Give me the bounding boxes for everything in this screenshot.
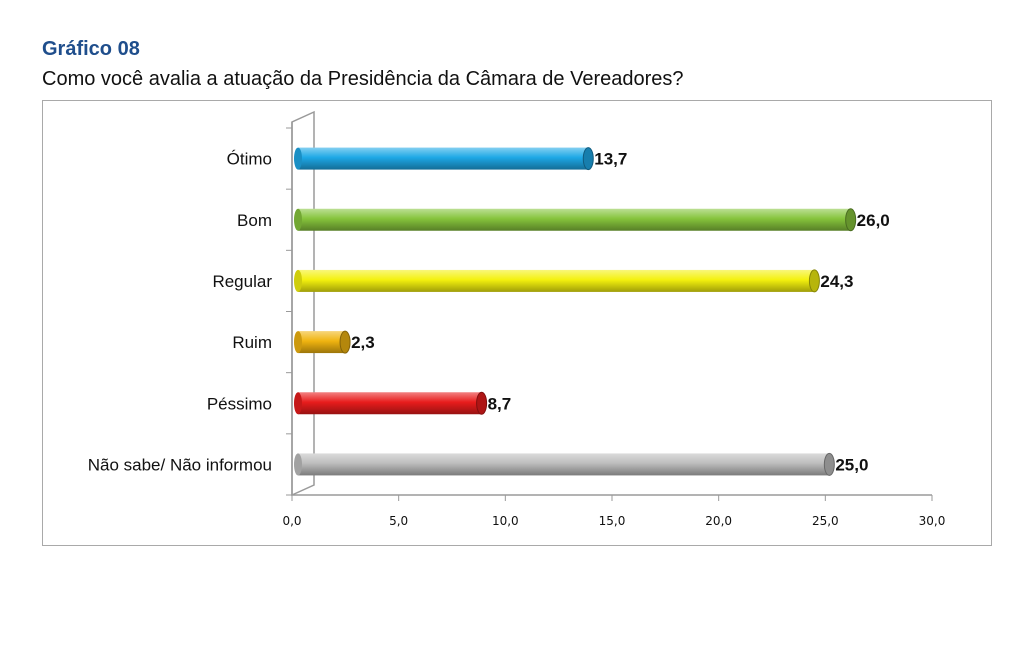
x-tick-label: 25,0 bbox=[812, 514, 839, 528]
x-tick-label: 20,0 bbox=[705, 514, 732, 528]
bar-start-cap bbox=[294, 331, 302, 354]
bar-end-cap bbox=[476, 391, 488, 415]
bar-start-cap bbox=[294, 453, 302, 476]
bar-body bbox=[298, 269, 815, 292]
bar-body bbox=[298, 147, 589, 170]
bar-4 bbox=[294, 391, 488, 415]
category-label: Péssimo bbox=[207, 394, 272, 413]
category-label: Ótimo bbox=[227, 150, 272, 169]
category-label: Bom bbox=[237, 211, 272, 230]
chart-bars bbox=[294, 147, 857, 476]
category-label: Regular bbox=[212, 272, 272, 291]
bar-body bbox=[298, 331, 346, 354]
bar-0 bbox=[294, 147, 594, 171]
bar-start-cap bbox=[294, 392, 302, 415]
x-tick-label: 5,0 bbox=[389, 514, 408, 528]
bar-5 bbox=[294, 452, 835, 476]
bar-start-cap bbox=[294, 147, 302, 170]
x-tick-label: 15,0 bbox=[599, 514, 626, 528]
bar-end-cap bbox=[339, 330, 351, 354]
bar-end-cap bbox=[582, 147, 594, 171]
x-tick-label: 30,0 bbox=[919, 514, 946, 528]
chart-frame bbox=[42, 100, 992, 546]
bar-1 bbox=[294, 208, 857, 232]
bar-end-cap bbox=[823, 452, 835, 476]
bar-body bbox=[298, 453, 830, 476]
chart-axes: 0,0 5,0 10,0 15,0 20,0 25,0 30,0 bbox=[282, 110, 946, 528]
x-tick-label: 0,0 bbox=[282, 514, 301, 528]
category-label: Ruim bbox=[232, 333, 272, 352]
bar-value-label: 2,3 bbox=[351, 333, 375, 352]
bar-end-cap bbox=[808, 269, 820, 293]
bar-2 bbox=[294, 269, 820, 293]
bar-body bbox=[298, 208, 851, 231]
bar-value-label: 26,0 bbox=[857, 211, 890, 230]
bar-value-label: 24,3 bbox=[820, 272, 853, 291]
bar-value-label: 13,7 bbox=[594, 150, 627, 169]
bar-body bbox=[298, 392, 482, 415]
bar-3 bbox=[294, 330, 351, 354]
bar-end-cap bbox=[845, 208, 857, 232]
bar-value-label: 8,7 bbox=[488, 394, 512, 413]
chart-heading: Gráfico 08 bbox=[42, 38, 140, 60]
bar-value-label: 25,0 bbox=[835, 455, 868, 474]
x-tick-label: 10,0 bbox=[492, 514, 519, 528]
bar-start-cap bbox=[294, 269, 302, 292]
chart-title: Como você avalia a atuação da Presidênci… bbox=[42, 68, 684, 90]
category-label: Não sabe/ Não informou bbox=[88, 455, 272, 474]
chart-labels: 13,7 Ótimo 26,0 Bom 24,3 Regular 2,3 Ruim 8,7 Pés… bbox=[88, 150, 890, 475]
bar-start-cap bbox=[294, 208, 302, 231]
